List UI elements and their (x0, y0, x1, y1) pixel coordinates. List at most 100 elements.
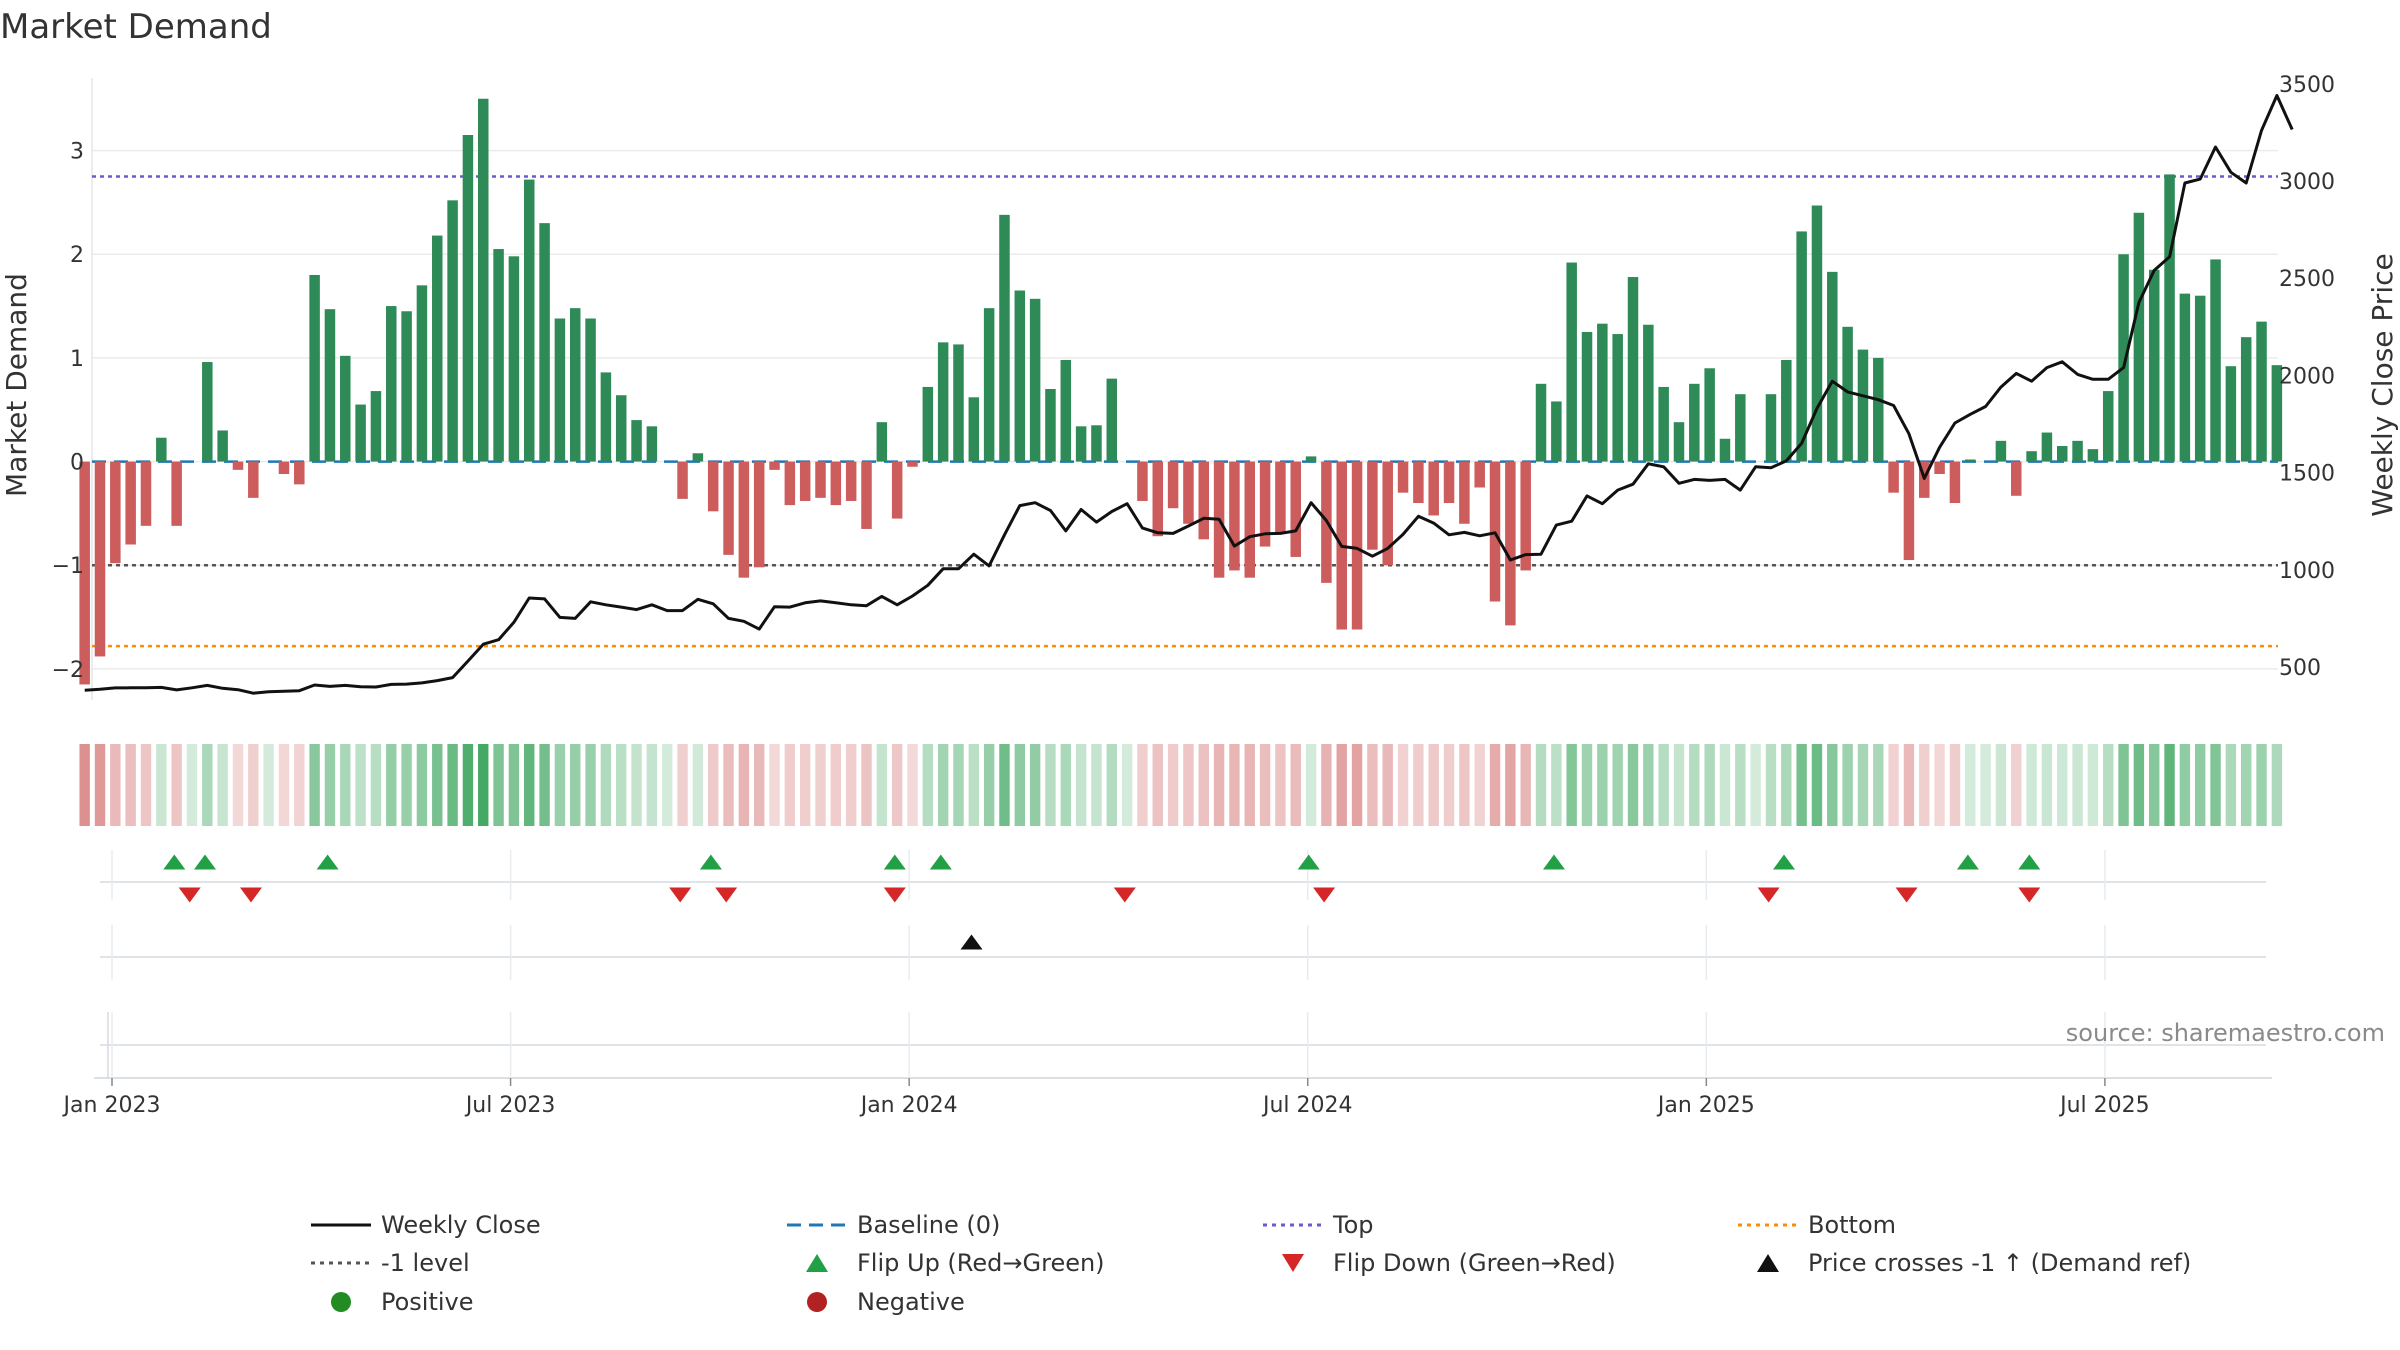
heat-cell (478, 744, 489, 826)
heat-cell (1796, 744, 1807, 826)
right-tick-label: 3000 (2279, 170, 2335, 195)
left-axis-label: Market Demand (0, 273, 33, 497)
heat-cell (462, 744, 474, 826)
legend-price-cross-icon (1757, 1254, 1779, 1272)
event-panels (94, 850, 2272, 1079)
flip-down-marker (1313, 887, 1336, 903)
flip-down-marker (240, 887, 262, 903)
heat-cell (692, 744, 704, 826)
heat-cell (386, 744, 397, 826)
demand-bar (2179, 293, 2191, 462)
x-axis-ticks: Jan 2023 Jul 2023 Jan 2024 Jul 2024 Jan 2025… (62, 1078, 2150, 1118)
demand-bar (554, 318, 566, 462)
weekly-close-line (84, 94, 2294, 695)
heat-cell (2195, 744, 2206, 826)
demand-bar (309, 274, 320, 462)
flip-up-marker (316, 854, 339, 870)
demand-bar (1903, 461, 1915, 561)
x-tick-label: Jan 2025 (1656, 1093, 1755, 1118)
heat-cell (324, 744, 336, 826)
heat-cell (1857, 744, 1869, 826)
heat-cell (1045, 744, 1056, 826)
heat-cell (2164, 744, 2175, 826)
demand-bar (861, 461, 872, 529)
heat-cell (2179, 744, 2191, 826)
event-markers (163, 854, 2041, 950)
demand-bar (1045, 389, 1056, 462)
flip-down-marker (1113, 887, 1136, 903)
heat-cell (1474, 744, 1485, 826)
flip-down-marker (669, 887, 692, 903)
heat-cell (217, 744, 228, 826)
demand-bar (1857, 349, 1869, 462)
heat-cell (554, 744, 566, 826)
heat-cell (922, 744, 934, 826)
demand-bar (1474, 461, 1485, 488)
demand-bar (432, 235, 443, 462)
demand-bar (1075, 426, 1087, 462)
demand-bars (79, 98, 2283, 685)
demand-bar (983, 308, 995, 462)
heat-cell (2256, 744, 2267, 826)
heat-cell (1229, 744, 1240, 826)
heat-cell (968, 744, 980, 826)
legend-minus-one: -1 level (381, 1249, 470, 1277)
heat-cell (1367, 744, 1378, 826)
heat-cell (432, 744, 443, 826)
flip-up-marker (1543, 854, 1565, 870)
demand-bar (600, 372, 612, 462)
flip-down-marker (1757, 887, 1780, 903)
demand-bar (462, 135, 474, 462)
heat-cell (1919, 744, 1930, 826)
x-tick-label: Jul 2023 (464, 1093, 556, 1118)
demand-bar (2072, 440, 2083, 462)
demand-bar (585, 318, 596, 462)
heat-cell (79, 744, 90, 826)
heat-cell (1029, 744, 1041, 826)
heat-cell (1351, 744, 1363, 826)
demand-bar (1029, 298, 1041, 462)
demand-bar (631, 420, 642, 462)
heat-cell (1873, 744, 1884, 826)
demand-bar (202, 362, 213, 462)
flip-up-marker (2018, 854, 2041, 870)
heat-cell (1275, 744, 1286, 826)
heat-cell (1719, 744, 1731, 826)
demand-bar (340, 355, 351, 462)
heat-cell (845, 744, 857, 826)
legend-price-cross: Price crosses -1 ↑ (Demand ref) (1808, 1249, 2191, 1277)
demand-bar (1934, 461, 1945, 475)
demand-bar (2011, 461, 2022, 496)
demand-bar (1198, 461, 1210, 540)
legend-positive-icon (331, 1292, 351, 1312)
demand-bar (569, 308, 581, 462)
legend-flip-down-icon (1282, 1254, 1304, 1272)
demand-bar (1060, 359, 1072, 462)
left-tick-label: 0 (70, 451, 84, 476)
demand-bar (1842, 326, 1853, 462)
demand-bar (1259, 461, 1271, 547)
demand-bar (815, 461, 826, 498)
heat-cell (2072, 744, 2083, 826)
demand-bar (416, 285, 428, 462)
left-tick-label: 2 (70, 243, 84, 268)
heat-cell (539, 744, 550, 826)
flip-up-marker (1297, 854, 1320, 870)
heat-cell (1060, 744, 1071, 826)
heat-cell (1995, 744, 2007, 826)
heat-cell (1903, 744, 1915, 826)
heat-cell (600, 744, 612, 826)
heat-cell (2225, 744, 2237, 826)
demand-bar (1581, 331, 1593, 462)
heat-cell (815, 744, 826, 826)
demand-bar (140, 461, 152, 526)
heat-cell (1382, 744, 1393, 826)
demand-heat-strip (79, 744, 2283, 826)
demand-bar (907, 461, 918, 467)
legend-flip-down: Flip Down (Green→Red) (1333, 1249, 1616, 1277)
demand-bar (968, 397, 980, 462)
demand-bar (1995, 440, 2007, 462)
demand-bar (478, 98, 489, 462)
demand-bar (232, 461, 244, 470)
heat-cell (263, 744, 274, 826)
